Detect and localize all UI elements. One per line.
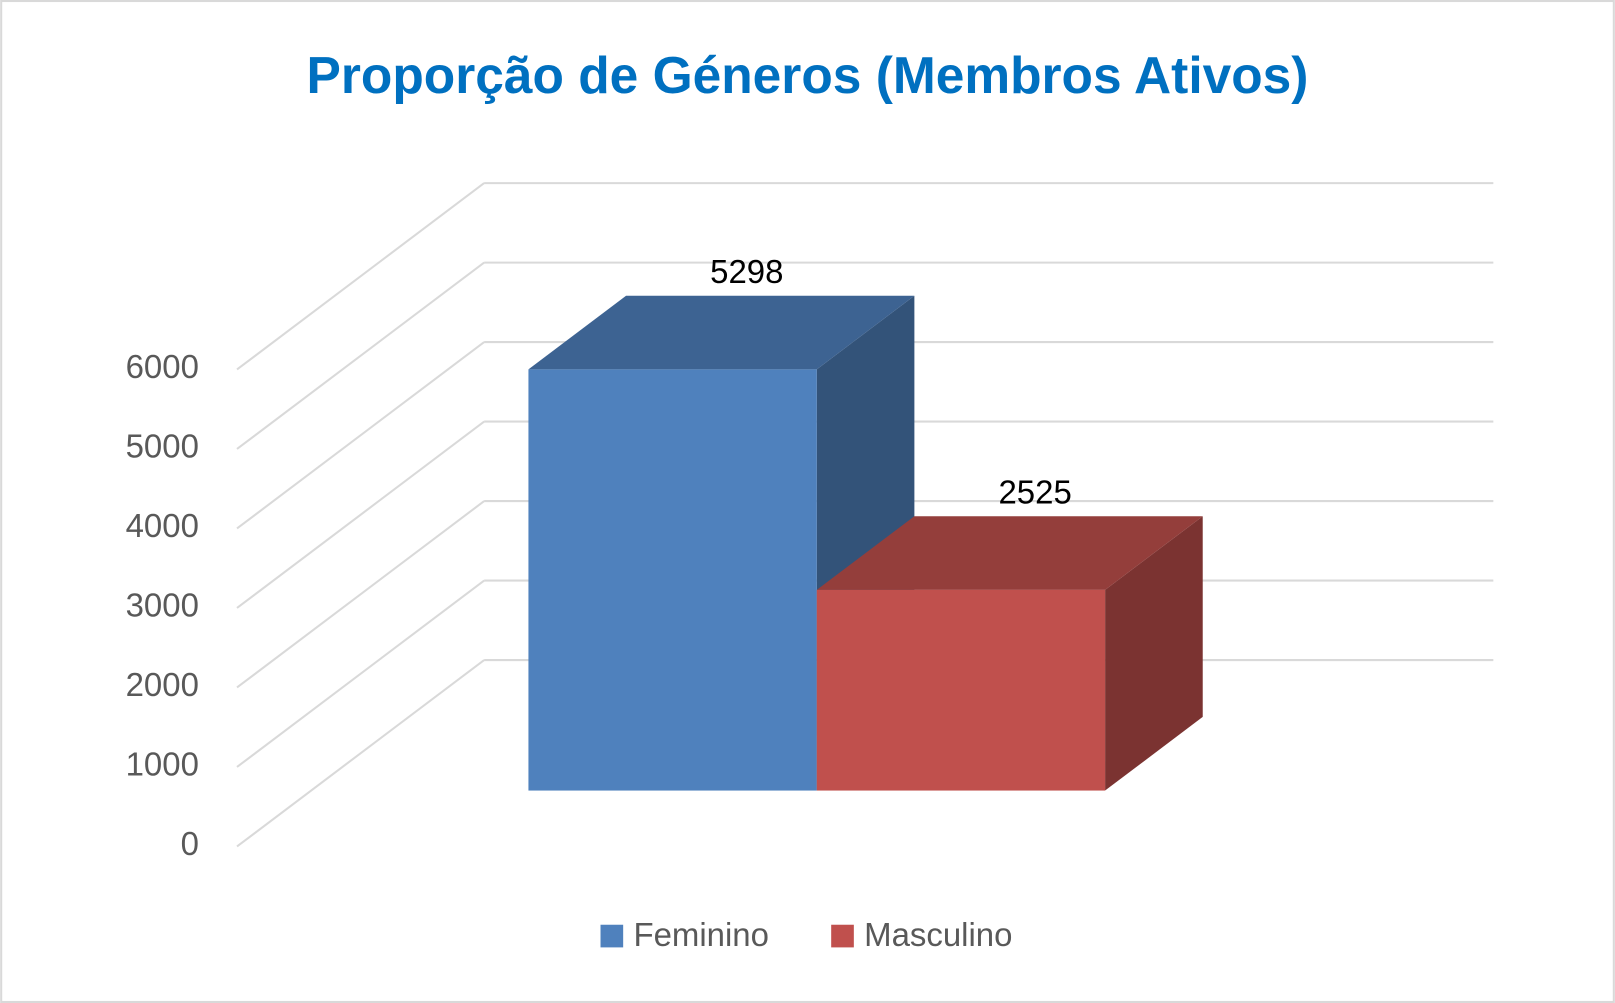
bar bbox=[528, 295, 915, 791]
grid-line bbox=[236, 659, 485, 848]
legend-swatch bbox=[831, 924, 854, 948]
y-tick-label: 2000 bbox=[126, 666, 199, 703]
grid-line bbox=[236, 500, 485, 689]
y-tick-label: 3000 bbox=[126, 587, 199, 624]
y-tick-label: 0 bbox=[181, 825, 199, 862]
grid-line bbox=[236, 341, 485, 530]
legend-swatch bbox=[600, 924, 624, 948]
legend-label: Masculino bbox=[864, 916, 1012, 953]
y-tick-label: 6000 bbox=[126, 348, 199, 385]
y-tick-label: 4000 bbox=[126, 507, 199, 544]
grid-line bbox=[236, 182, 485, 371]
data-label: 2525 bbox=[998, 473, 1071, 510]
bar-top bbox=[816, 516, 1203, 590]
data-label: 5298 bbox=[710, 253, 783, 290]
bar-front bbox=[816, 589, 1106, 791]
chart-title: Proporção de Géneros (Membros Ativos) bbox=[307, 46, 1309, 104]
y-tick-label: 5000 bbox=[126, 428, 199, 465]
bar-side bbox=[1105, 516, 1203, 791]
bar bbox=[816, 516, 1203, 791]
grid-line bbox=[236, 579, 485, 768]
y-tick-label: 1000 bbox=[126, 746, 199, 783]
bar-top bbox=[528, 295, 915, 370]
bar-front bbox=[528, 369, 817, 791]
legend-label: Feminino bbox=[633, 916, 768, 953]
grid-line bbox=[236, 261, 485, 450]
grid-line bbox=[236, 420, 485, 609]
